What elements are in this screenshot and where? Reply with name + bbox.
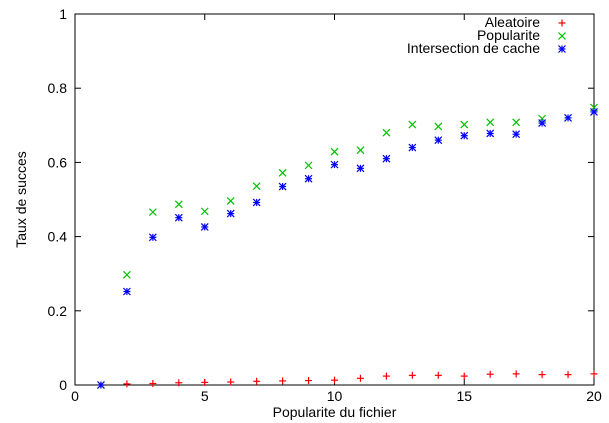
point-popularite bbox=[122, 270, 131, 279]
point-intersection-de-cache bbox=[590, 108, 598, 116]
point-popularite bbox=[278, 168, 287, 177]
y-axis-title: Taux de succes bbox=[13, 151, 29, 248]
legend-label-aleatoire: Aleatoire bbox=[485, 14, 540, 30]
point-aleatoire bbox=[149, 380, 157, 388]
legend-marker-aleatoire bbox=[558, 19, 566, 27]
point-intersection-de-cache bbox=[97, 381, 105, 389]
x-tick-label: 5 bbox=[201, 388, 209, 404]
point-aleatoire bbox=[305, 377, 313, 385]
legend-label-popularite: Popularite bbox=[477, 27, 540, 43]
point-popularite bbox=[408, 120, 417, 129]
point-intersection-de-cache bbox=[434, 136, 443, 145]
point-intersection-de-cache bbox=[486, 129, 495, 138]
point-popularite bbox=[382, 128, 391, 137]
point-popularite bbox=[434, 122, 443, 131]
plot-frame bbox=[74, 13, 595, 386]
point-aleatoire bbox=[434, 371, 442, 379]
point-aleatoire bbox=[538, 371, 546, 379]
point-aleatoire bbox=[331, 376, 338, 384]
point-intersection-de-cache bbox=[122, 287, 131, 296]
x-tick-label: 20 bbox=[586, 388, 602, 404]
point-intersection-de-cache bbox=[538, 119, 547, 127]
point-aleatoire bbox=[227, 378, 235, 386]
y-tick-label: 1 bbox=[59, 6, 67, 22]
point-intersection-de-cache bbox=[460, 131, 469, 140]
point-intersection-de-cache bbox=[330, 160, 339, 169]
point-intersection-de-cache bbox=[408, 143, 417, 152]
point-popularite bbox=[200, 207, 209, 216]
point-intersection-de-cache bbox=[356, 164, 365, 173]
point-intersection-de-cache bbox=[148, 233, 157, 242]
point-aleatoire bbox=[512, 370, 520, 378]
point-aleatoire bbox=[123, 380, 131, 388]
y-tick-label: 0.8 bbox=[48, 80, 68, 96]
point-intersection-de-cache bbox=[278, 182, 287, 191]
y-tick-label: 0.6 bbox=[48, 154, 68, 170]
point-popularite bbox=[486, 118, 495, 127]
point-aleatoire bbox=[564, 371, 572, 379]
point-popularite bbox=[174, 200, 183, 209]
x-tick-label: 0 bbox=[71, 388, 79, 404]
point-aleatoire bbox=[408, 371, 416, 379]
data-points bbox=[97, 103, 598, 389]
point-intersection-de-cache bbox=[252, 198, 261, 207]
point-popularite bbox=[252, 182, 261, 191]
point-intersection-de-cache bbox=[226, 209, 235, 218]
point-aleatoire bbox=[460, 372, 468, 380]
point-popularite bbox=[512, 118, 521, 127]
point-aleatoire bbox=[382, 372, 390, 380]
point-intersection-de-cache bbox=[564, 113, 572, 122]
y-tick-label: 0.4 bbox=[48, 229, 68, 245]
point-aleatoire bbox=[590, 370, 598, 378]
point-popularite bbox=[356, 146, 365, 155]
legend-label-intersection-de-cache: Intersection de cache bbox=[407, 40, 540, 56]
point-aleatoire bbox=[356, 374, 364, 382]
axis-ticks: 0 5 10 15 20 0 0.2 0.4 0.6 0.8 1 bbox=[48, 6, 602, 404]
point-intersection-de-cache bbox=[174, 213, 183, 222]
point-intersection-de-cache bbox=[382, 154, 391, 163]
point-popularite bbox=[148, 208, 157, 217]
point-popularite bbox=[304, 161, 313, 170]
point-aleatoire bbox=[486, 370, 494, 378]
point-intersection-de-cache bbox=[304, 174, 313, 183]
legend-marker-popularite bbox=[558, 32, 566, 40]
point-intersection-de-cache bbox=[200, 223, 209, 231]
point-aleatoire bbox=[175, 379, 183, 387]
x-tick-label: 15 bbox=[456, 388, 472, 404]
point-popularite bbox=[226, 197, 235, 205]
point-popularite bbox=[460, 120, 469, 129]
point-aleatoire bbox=[279, 377, 287, 385]
y-tick-label: 0 bbox=[59, 377, 67, 393]
legend-marker-intersection-de-cache bbox=[558, 45, 566, 53]
y-tick-label: 0.2 bbox=[48, 303, 68, 319]
x-tick-label: 10 bbox=[327, 388, 343, 404]
point-intersection-de-cache bbox=[512, 130, 521, 139]
point-popularite bbox=[330, 147, 339, 156]
point-aleatoire bbox=[253, 377, 261, 385]
point-aleatoire bbox=[201, 378, 209, 386]
x-axis-title: Popularite du fichier bbox=[273, 404, 397, 420]
